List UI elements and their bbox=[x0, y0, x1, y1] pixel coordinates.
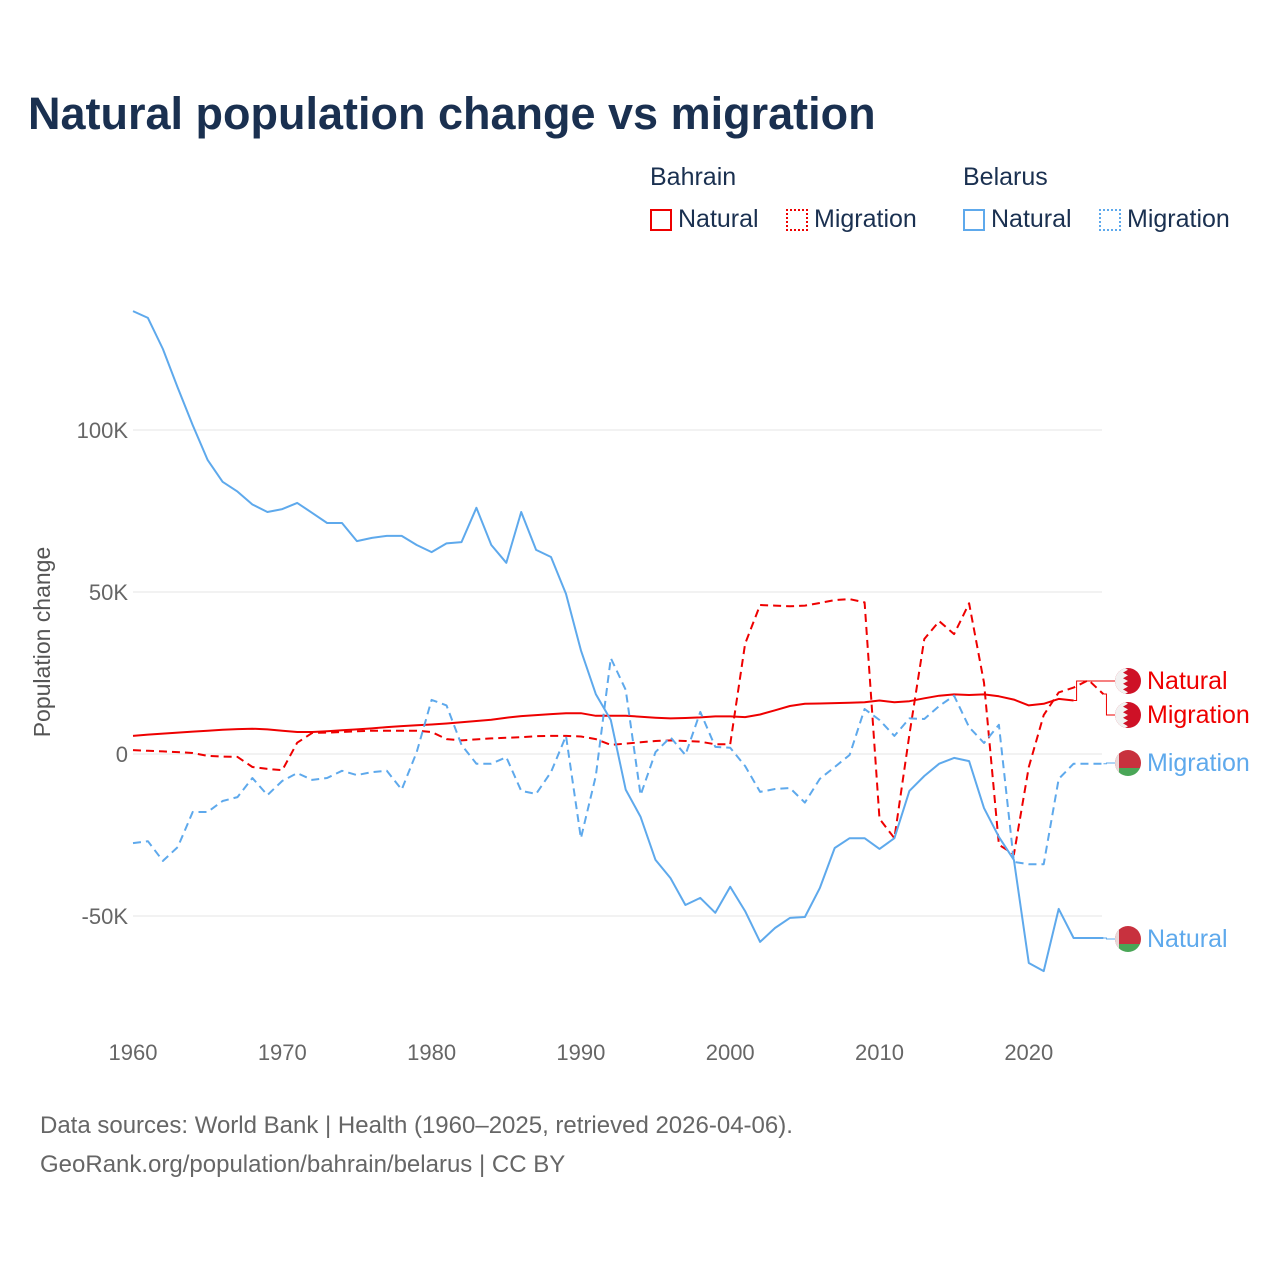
legend-item-belarus-natural[interactable]: Natural bbox=[963, 205, 1072, 234]
label-connector bbox=[1103, 693, 1115, 716]
series-end-label: Migration bbox=[1147, 701, 1250, 729]
series-line-belarus-natural bbox=[132, 310, 1104, 973]
series-line-bahrain-migration bbox=[132, 598, 1105, 856]
bahrain-flag-icon bbox=[1115, 702, 1141, 728]
legend-swatch-dotted-icon bbox=[1099, 208, 1121, 231]
source-note: Data sources: World Bank | Health (1960–… bbox=[40, 1106, 793, 1184]
series-line-belarus-migration bbox=[132, 657, 1104, 866]
chart-title: Natural population change vs migration bbox=[28, 88, 876, 139]
source-line-2[interactable]: GeoRank.org/population/bahrain/belarus |… bbox=[40, 1151, 566, 1178]
label-connector bbox=[1103, 937, 1115, 940]
belarus-flag-icon bbox=[1115, 750, 1141, 776]
y-tick-label: 0 bbox=[116, 742, 128, 767]
legend-swatch-dotted-icon bbox=[786, 208, 808, 231]
legend-group-title: Bahrain bbox=[650, 163, 737, 191]
legend-item-bahrain-natural[interactable]: Natural bbox=[650, 205, 759, 234]
x-tick-label: 2010 bbox=[855, 1040, 904, 1065]
y-tick-label: 50K bbox=[89, 580, 128, 605]
legend-label: Migration bbox=[814, 205, 917, 233]
x-tick-label: 2000 bbox=[706, 1040, 755, 1065]
x-tick-label: 1960 bbox=[109, 1040, 158, 1065]
series-end-label: Natural bbox=[1147, 667, 1228, 695]
legend-group-title: Belarus bbox=[963, 163, 1048, 191]
x-tick-label: 1980 bbox=[407, 1040, 456, 1065]
x-tick-label: 2020 bbox=[1004, 1040, 1053, 1065]
legend-item-bahrain-migration[interactable]: Migration bbox=[786, 205, 917, 234]
bahrain-flag-icon bbox=[1115, 668, 1141, 694]
belarus-flag-icon bbox=[1115, 926, 1141, 952]
legend-swatch-solid-icon bbox=[650, 208, 672, 231]
y-tick-label: -50K bbox=[82, 904, 129, 929]
legend-label: Migration bbox=[1127, 205, 1230, 233]
source-line-1: Data sources: World Bank | Health (1960–… bbox=[40, 1112, 793, 1139]
series-end-label: Natural bbox=[1147, 925, 1228, 953]
x-tick-label: 1990 bbox=[556, 1040, 605, 1065]
legend-bahrain: Bahrain Natural Migration bbox=[650, 163, 950, 243]
legend-swatch-solid-icon bbox=[963, 208, 985, 231]
legend-label: Natural bbox=[991, 205, 1072, 233]
legend-belarus: Belarus Natural Migration bbox=[963, 163, 1263, 243]
legend-label: Natural bbox=[678, 205, 759, 233]
y-tick-label: 100K bbox=[77, 418, 129, 443]
x-tick-label: 1970 bbox=[258, 1040, 307, 1065]
series-end-label: Migration bbox=[1147, 749, 1250, 777]
y-axis-label: Population change bbox=[29, 547, 55, 738]
legend-item-belarus-migration[interactable]: Migration bbox=[1099, 205, 1230, 234]
label-connector bbox=[1073, 680, 1115, 702]
series-line-bahrain-natural bbox=[132, 693, 1074, 737]
label-connector bbox=[1103, 762, 1115, 765]
